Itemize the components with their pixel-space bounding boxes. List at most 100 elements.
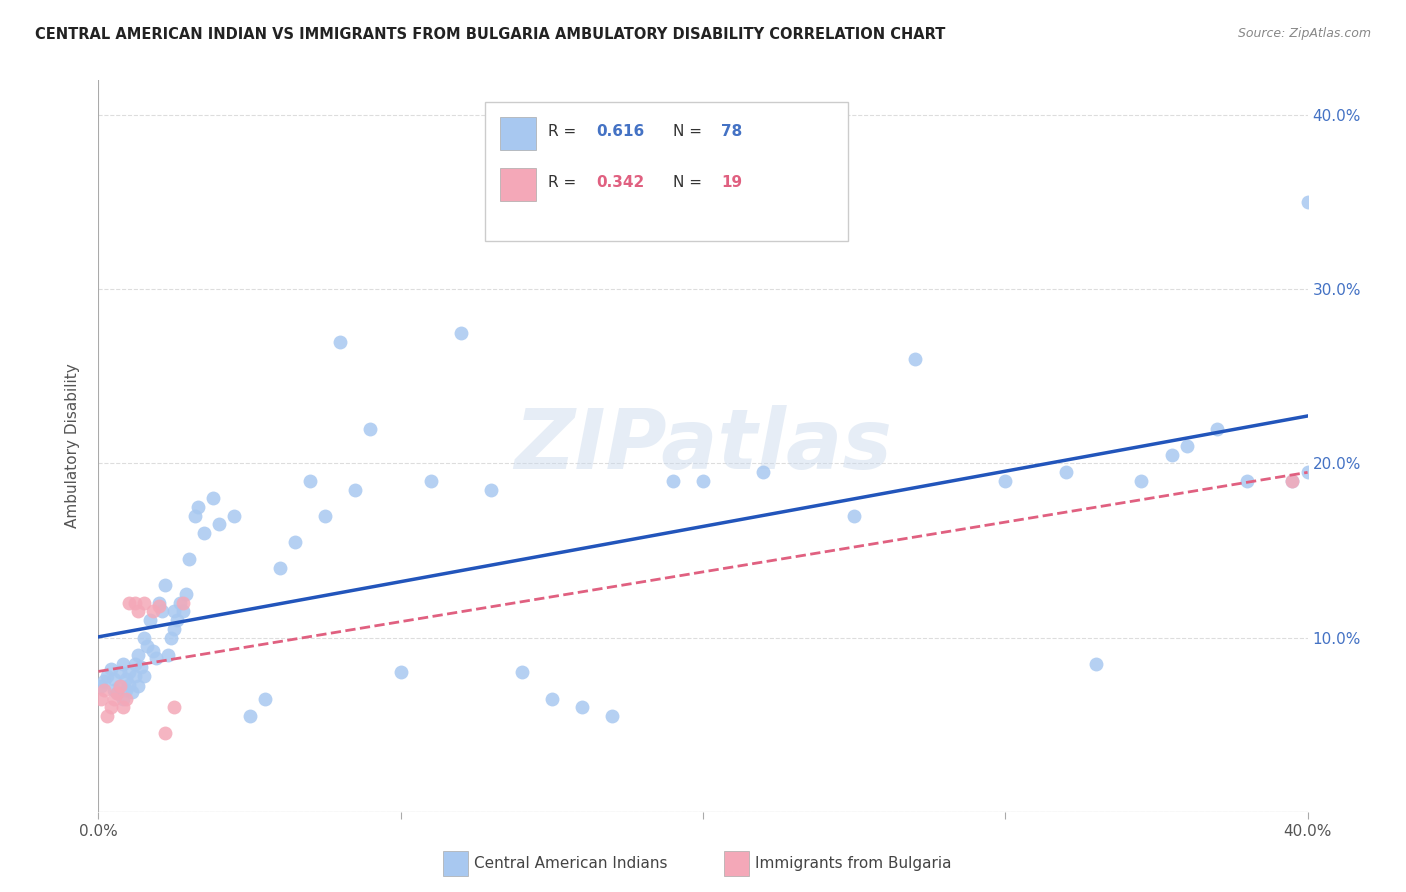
Point xyxy=(163,604,186,618)
Point xyxy=(1085,657,1108,671)
Point xyxy=(127,679,149,693)
Point xyxy=(153,726,176,740)
Point xyxy=(692,474,714,488)
Point xyxy=(108,665,131,680)
Point xyxy=(103,691,125,706)
Point xyxy=(127,604,149,618)
Point xyxy=(571,700,593,714)
Point xyxy=(253,691,276,706)
Point xyxy=(904,351,927,366)
Point xyxy=(360,421,382,435)
Point xyxy=(124,657,146,671)
Text: CENTRAL AMERICAN INDIAN VS IMMIGRANTS FROM BULGARIA AMBULATORY DISABILITY CORREL: CENTRAL AMERICAN INDIAN VS IMMIGRANTS FR… xyxy=(35,27,945,42)
Point xyxy=(172,604,194,618)
Point xyxy=(153,578,176,592)
Point xyxy=(844,508,866,523)
Point xyxy=(132,596,155,610)
Point xyxy=(752,465,775,479)
Point xyxy=(118,665,141,680)
Point xyxy=(1281,474,1303,488)
Text: N =: N = xyxy=(672,175,707,190)
Point xyxy=(108,679,131,693)
Point xyxy=(224,508,246,523)
Point xyxy=(314,508,336,523)
Point xyxy=(108,679,131,693)
Point xyxy=(90,679,112,693)
Point xyxy=(100,662,122,676)
Point xyxy=(103,682,125,697)
Point xyxy=(540,691,562,706)
Point xyxy=(96,669,118,683)
Point xyxy=(420,474,443,488)
Point xyxy=(389,665,412,680)
Point xyxy=(114,691,136,706)
Point xyxy=(510,665,533,680)
Point xyxy=(145,651,167,665)
Text: Immigrants from Bulgaria: Immigrants from Bulgaria xyxy=(755,856,952,871)
Bar xyxy=(485,103,848,241)
Point xyxy=(132,669,155,683)
Point xyxy=(114,682,136,697)
Point xyxy=(602,709,624,723)
Point xyxy=(174,587,197,601)
Point xyxy=(1130,474,1153,488)
Point xyxy=(179,552,201,566)
Point xyxy=(208,517,231,532)
Point xyxy=(121,684,143,698)
Text: 0.342: 0.342 xyxy=(596,175,645,190)
Point xyxy=(124,596,146,610)
Point xyxy=(90,691,112,706)
Point xyxy=(135,640,157,654)
Text: Central American Indians: Central American Indians xyxy=(474,856,668,871)
Point xyxy=(93,674,115,689)
Point xyxy=(184,508,207,523)
Point xyxy=(193,526,215,541)
Point xyxy=(1054,465,1077,479)
Point xyxy=(169,596,191,610)
Text: 19: 19 xyxy=(721,175,742,190)
Point xyxy=(1281,474,1303,488)
Point xyxy=(450,326,472,340)
Text: 0.616: 0.616 xyxy=(596,124,645,139)
Point xyxy=(132,631,155,645)
Point xyxy=(994,474,1017,488)
Point xyxy=(202,491,225,506)
Point xyxy=(1160,448,1182,462)
Point xyxy=(1206,421,1229,435)
Bar xyxy=(501,117,536,150)
Point xyxy=(163,622,186,636)
Point xyxy=(172,596,194,610)
Point xyxy=(329,334,352,349)
Point xyxy=(284,534,307,549)
Point xyxy=(93,682,115,697)
Point xyxy=(118,596,141,610)
Point xyxy=(96,709,118,723)
Point xyxy=(124,669,146,683)
Y-axis label: Ambulatory Disability: Ambulatory Disability xyxy=(65,364,80,528)
Bar xyxy=(501,168,536,201)
Point xyxy=(111,700,134,714)
Text: 78: 78 xyxy=(721,124,742,139)
Text: ZIPatlas: ZIPatlas xyxy=(515,406,891,486)
Point xyxy=(1236,474,1258,488)
Point xyxy=(105,686,128,700)
Point xyxy=(111,657,134,671)
Point xyxy=(142,644,165,658)
Point xyxy=(150,604,173,618)
Point xyxy=(118,677,141,691)
Point xyxy=(163,700,186,714)
Point xyxy=(166,613,188,627)
Text: Source: ZipAtlas.com: Source: ZipAtlas.com xyxy=(1237,27,1371,40)
Point xyxy=(1175,439,1198,453)
Point xyxy=(1296,465,1319,479)
Point xyxy=(142,604,165,618)
Point xyxy=(100,700,122,714)
Point xyxy=(269,561,291,575)
Point xyxy=(105,686,128,700)
Point xyxy=(129,660,152,674)
Point xyxy=(148,596,170,610)
Point xyxy=(160,631,183,645)
Text: R =: R = xyxy=(548,175,581,190)
Text: N =: N = xyxy=(672,124,707,139)
Point xyxy=(1296,195,1319,210)
